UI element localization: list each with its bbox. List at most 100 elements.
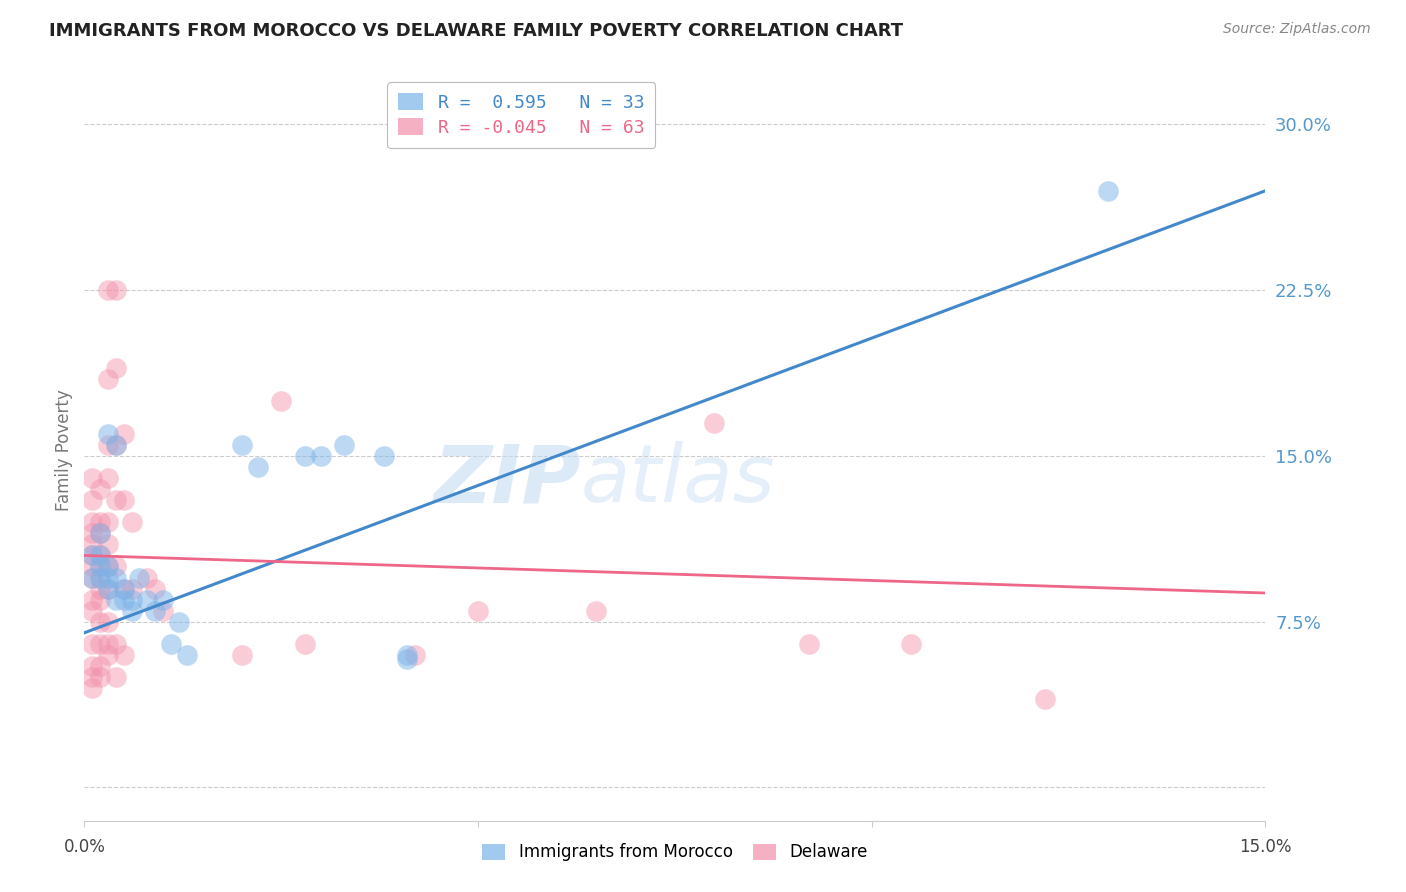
Point — [89, 570, 111, 584]
Point — [128, 570, 150, 584]
Point — [97, 582, 120, 596]
Point — [585, 604, 607, 618]
Point — [82, 681, 104, 695]
Y-axis label: Family Poverty: Family Poverty — [55, 390, 73, 511]
Point — [97, 559, 120, 574]
Point — [373, 449, 395, 463]
Point — [231, 648, 253, 662]
Point — [89, 592, 111, 607]
Point — [333, 438, 356, 452]
Point — [112, 582, 135, 596]
Point — [89, 559, 111, 574]
Point — [82, 570, 104, 584]
Point — [104, 438, 127, 452]
Point — [82, 549, 104, 563]
Point — [1033, 692, 1056, 706]
Point — [82, 592, 104, 607]
Point — [112, 582, 135, 596]
Point — [294, 449, 316, 463]
Point — [97, 371, 120, 385]
Point — [97, 426, 120, 441]
Point — [467, 604, 489, 618]
Point — [104, 438, 127, 452]
Point — [121, 592, 143, 607]
Point — [294, 637, 316, 651]
Point — [89, 482, 111, 496]
Point — [82, 570, 104, 584]
Point — [104, 637, 127, 651]
Text: 0.0%: 0.0% — [63, 838, 105, 856]
Point — [82, 559, 104, 574]
Point — [82, 670, 104, 684]
Point — [231, 438, 253, 452]
Point — [104, 493, 127, 508]
Point — [97, 438, 120, 452]
Point — [152, 604, 174, 618]
Point — [121, 516, 143, 530]
Point — [97, 570, 120, 584]
Point — [167, 615, 190, 629]
Point — [82, 471, 104, 485]
Point — [703, 416, 725, 430]
Point — [82, 604, 104, 618]
Point — [89, 670, 111, 684]
Point — [82, 659, 104, 673]
Point — [97, 582, 120, 596]
Point — [112, 426, 135, 441]
Point — [104, 592, 127, 607]
Point — [104, 570, 127, 584]
Point — [89, 615, 111, 629]
Point — [82, 516, 104, 530]
Point — [89, 582, 111, 596]
Point — [82, 526, 104, 541]
Point — [97, 648, 120, 662]
Point — [104, 360, 127, 375]
Legend: Immigrants from Morocco, Delaware: Immigrants from Morocco, Delaware — [475, 837, 875, 868]
Point — [89, 570, 111, 584]
Point — [112, 592, 135, 607]
Point — [104, 670, 127, 684]
Point — [104, 283, 127, 297]
Point — [396, 652, 419, 666]
Text: IMMIGRANTS FROM MOROCCO VS DELAWARE FAMILY POVERTY CORRELATION CHART: IMMIGRANTS FROM MOROCCO VS DELAWARE FAMI… — [49, 22, 903, 40]
Point — [160, 637, 183, 651]
Point — [104, 559, 127, 574]
Point — [112, 648, 135, 662]
Point — [97, 516, 120, 530]
Point — [97, 637, 120, 651]
Point — [82, 549, 104, 563]
Point — [143, 582, 166, 596]
Point — [1097, 184, 1119, 198]
Text: Source: ZipAtlas.com: Source: ZipAtlas.com — [1223, 22, 1371, 37]
Point — [82, 493, 104, 508]
Point — [309, 449, 332, 463]
Point — [97, 283, 120, 297]
Point — [97, 471, 120, 485]
Point — [82, 637, 104, 651]
Point — [797, 637, 820, 651]
Point — [89, 516, 111, 530]
Point — [152, 592, 174, 607]
Point — [82, 537, 104, 551]
Point — [176, 648, 198, 662]
Point — [136, 570, 159, 584]
Text: 15.0%: 15.0% — [1239, 838, 1292, 856]
Point — [89, 526, 111, 541]
Point — [89, 526, 111, 541]
Point — [97, 537, 120, 551]
Point — [900, 637, 922, 651]
Point — [246, 460, 269, 475]
Point — [396, 648, 419, 662]
Point — [404, 648, 426, 662]
Point — [270, 393, 292, 408]
Point — [89, 559, 111, 574]
Point — [89, 637, 111, 651]
Point — [89, 549, 111, 563]
Point — [121, 582, 143, 596]
Text: ZIP: ZIP — [433, 441, 581, 519]
Point — [143, 604, 166, 618]
Point — [112, 493, 135, 508]
Point — [89, 659, 111, 673]
Point — [121, 604, 143, 618]
Point — [89, 549, 111, 563]
